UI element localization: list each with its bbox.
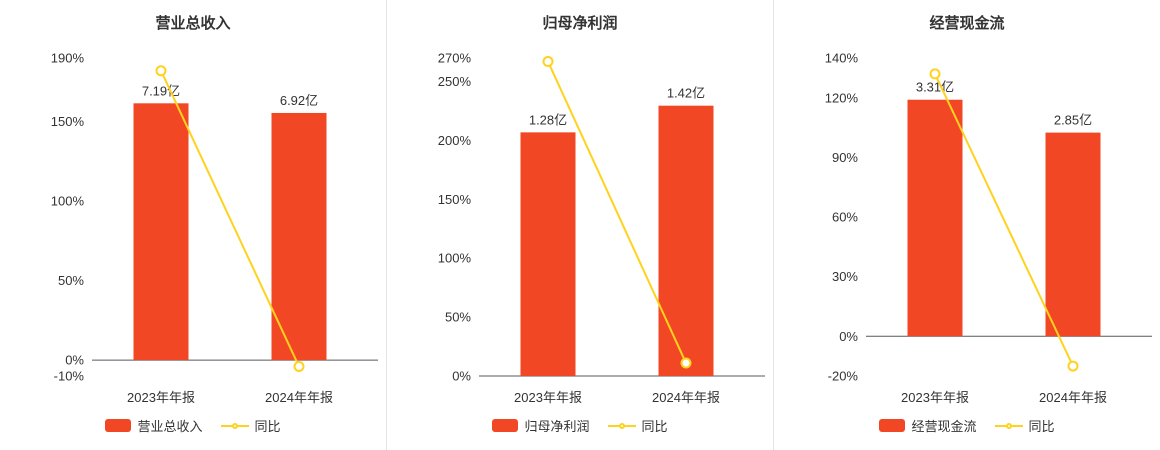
bar-value-label: 2.85亿 <box>1054 113 1092 128</box>
line-marker-icon <box>607 420 636 431</box>
bar <box>907 99 963 337</box>
y-tick-label: -10% <box>54 369 85 384</box>
yoy-line <box>547 61 687 364</box>
x-category-label: 2024年年报 <box>265 390 333 405</box>
y-tick-label: -20% <box>828 369 859 384</box>
y-tick-label: 140% <box>825 51 859 66</box>
y-tick-label: 90% <box>832 150 858 165</box>
chart-title-net-profit: 归母净利润 <box>542 15 618 32</box>
chart-plot-net-profit: 270% 250% 200% 150% 100% 50% 0% 1.28亿 2023年年报 1.4… <box>438 51 765 405</box>
chart-panel-cash-flow: 经营现金流 140% 120% 90% 60% 30% 0% -20% 3.31亿 2023年年… <box>774 0 1160 450</box>
x-category-label: 2024年年报 <box>1039 390 1107 405</box>
line-dot-icon <box>231 422 238 429</box>
legend-label-line-series: 同比 <box>1028 419 1055 434</box>
line-marker-icon <box>994 420 1023 431</box>
y-tick-label: 60% <box>832 210 858 225</box>
legend-label-bar-series: 经营现金流 <box>911 419 977 434</box>
legend-item-line-series: 同比 <box>607 416 668 435</box>
bar-value-label: 7.19亿 <box>142 83 180 98</box>
line-dot-icon <box>1005 422 1012 429</box>
chart-title-cash-flow: 经营现金流 <box>929 15 1005 32</box>
yoy-point-marker <box>680 357 692 369</box>
y-tick-label: 270% <box>438 51 472 66</box>
yoy-point-marker <box>1067 360 1079 372</box>
y-tick-label: 100% <box>51 194 85 209</box>
x-category-label: 2023年年报 <box>514 390 582 405</box>
bar <box>520 132 576 376</box>
y-tick-label: 0% <box>65 353 84 368</box>
bar-swatch-icon <box>105 419 132 432</box>
bar-swatch-icon <box>879 419 906 432</box>
chart-title-revenue: 营业总收入 <box>155 15 231 32</box>
bar <box>658 105 714 376</box>
chart-panel-revenue: 营业总收入 190% 150% 100% 50% 0% -10% 7.19亿 2023年年报 6… <box>0 0 387 450</box>
chart-legend-net-profit: 归母净利润 同比 <box>492 416 668 435</box>
y-tick-label: 0% <box>839 329 858 344</box>
line-dot-icon <box>618 422 625 429</box>
bar-value-label: 1.28亿 <box>529 112 567 127</box>
y-tick-label: 200% <box>438 133 472 148</box>
y-tick-label: 150% <box>51 114 85 129</box>
legend-item-line-series: 同比 <box>994 416 1055 435</box>
y-tick-label: 100% <box>438 251 472 266</box>
legend-item-bar-series: 归母净利润 <box>492 416 590 435</box>
legend-label-bar-series: 归母净利润 <box>524 419 590 434</box>
x-category-label: 2023年年报 <box>127 390 195 405</box>
legend-item-bar-series: 经营现金流 <box>879 416 977 435</box>
x-category-label: 2023年年报 <box>901 390 969 405</box>
line-marker-icon <box>220 420 249 431</box>
y-tick-label: 250% <box>438 74 472 89</box>
yoy-line <box>934 73 1074 367</box>
y-tick-label: 30% <box>832 269 858 284</box>
y-tick-label: 0% <box>452 369 471 384</box>
bar-value-label: 6.92亿 <box>280 93 318 108</box>
legend-label-bar-series: 营业总收入 <box>137 419 203 434</box>
chart-plot-cash-flow: 140% 120% 90% 60% 30% 0% -20% 3.31亿 2023年年报 2.85亿… <box>825 51 1152 405</box>
legend-label-line-series: 同比 <box>641 419 668 434</box>
bar <box>1045 132 1101 337</box>
yoy-point-marker <box>542 56 554 68</box>
bar <box>271 112 327 361</box>
legend-item-bar-series: 营业总收入 <box>105 416 203 435</box>
chart-legend-cash-flow: 经营现金流 同比 <box>879 416 1055 435</box>
legend-label-line-series: 同比 <box>254 419 281 434</box>
x-category-label: 2024年年报 <box>652 390 720 405</box>
chart-panel-net-profit: 归母净利润 270% 250% 200% 150% 100% 50% 0% 1.28亿 2023… <box>387 0 774 450</box>
yoy-point-marker <box>929 68 941 80</box>
chart-plot-revenue: 190% 150% 100% 50% 0%-10% 7.19亿 2023年年报 6.92亿 20… <box>51 51 378 405</box>
yoy-line <box>160 70 300 367</box>
legend-item-line-series: 同比 <box>220 416 281 435</box>
y-tick-label: 190% <box>51 51 85 66</box>
y-tick-label: 120% <box>825 90 859 105</box>
y-tick-label: 50% <box>58 273 84 288</box>
yoy-point-marker <box>155 65 167 77</box>
chart-legend-revenue: 营业总收入 同比 <box>105 416 281 435</box>
bar <box>133 103 189 361</box>
y-tick-label: 150% <box>438 192 472 207</box>
yoy-point-marker <box>293 360 305 372</box>
y-tick-label: 50% <box>445 310 471 325</box>
bar-value-label: 1.42亿 <box>667 86 705 101</box>
bar-swatch-icon <box>492 419 519 432</box>
bar-value-label: 3.31亿 <box>916 80 954 95</box>
